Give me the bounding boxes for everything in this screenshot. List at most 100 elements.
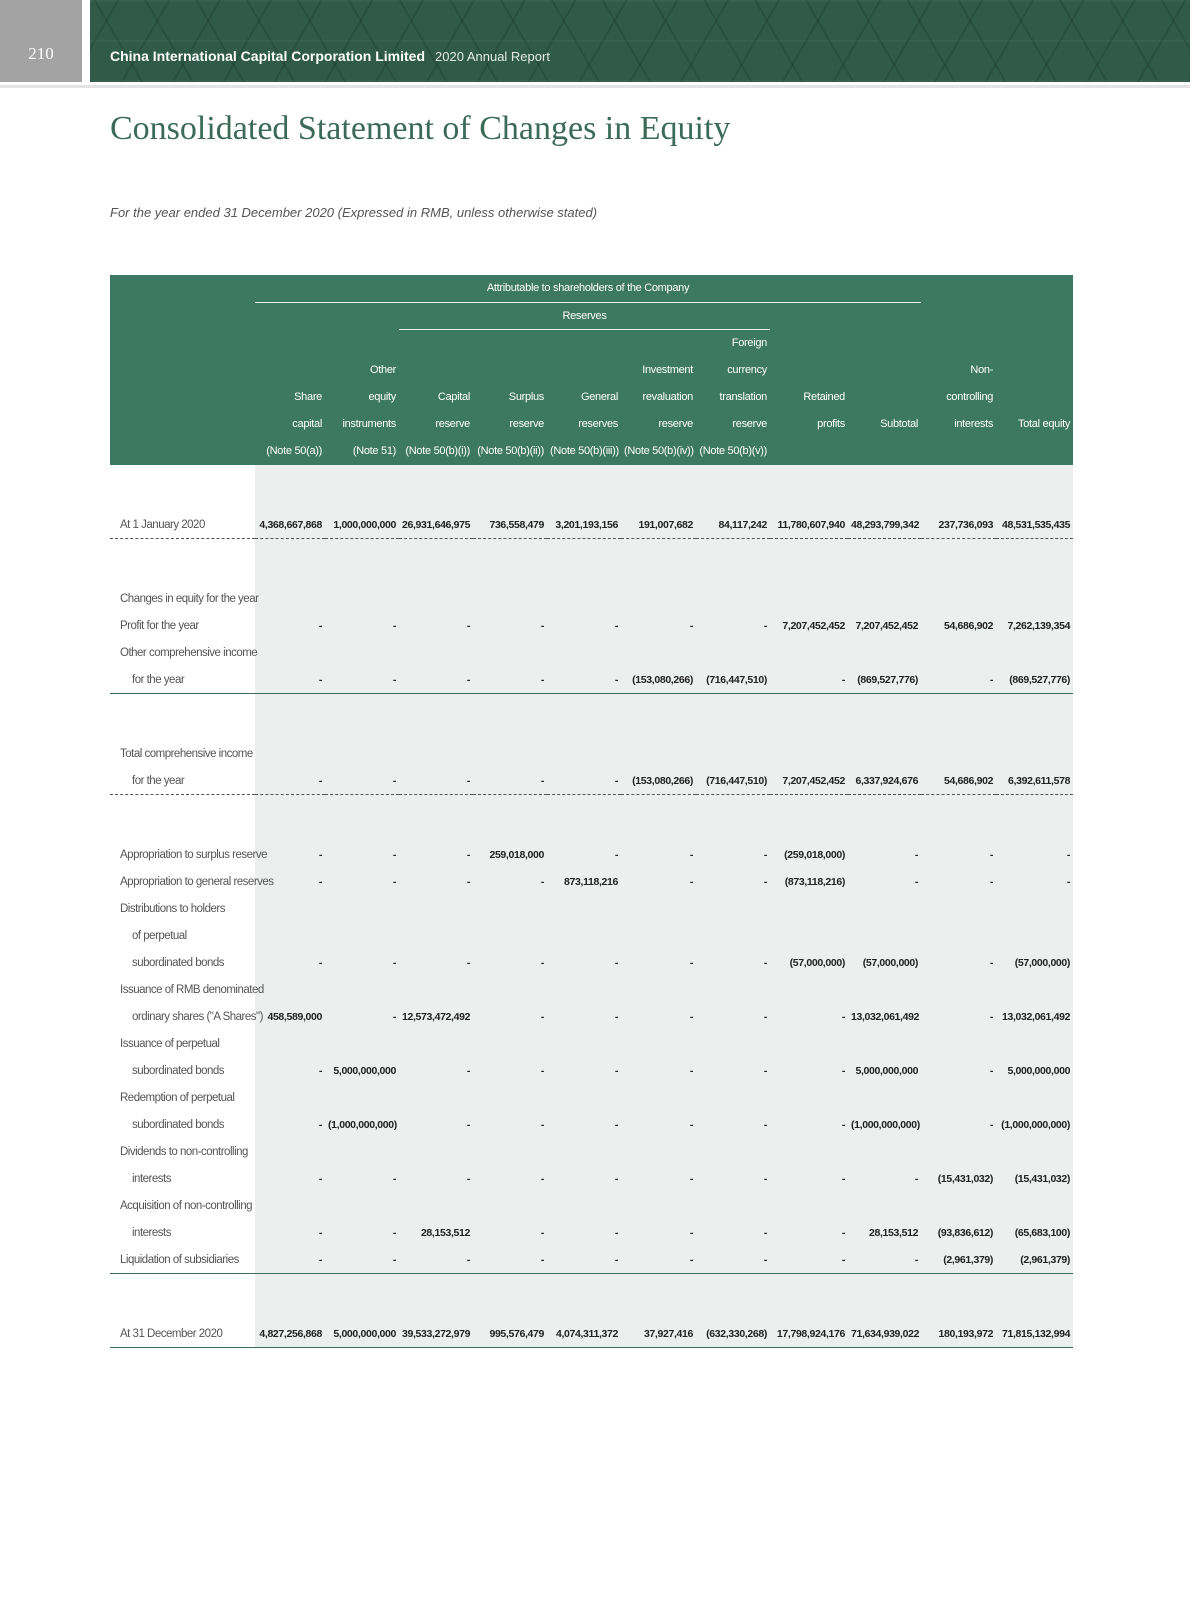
- cell-value: -: [696, 1057, 770, 1085]
- cell-value: -: [255, 1165, 325, 1193]
- cell-value: 237,736,093: [921, 511, 997, 539]
- row-label: Distributions to holders: [110, 895, 255, 923]
- table-row: interests - -28,153,512- - - - -28,153,512 (93,…: [110, 1219, 1074, 1247]
- cell-value: 28,153,512: [399, 1219, 473, 1247]
- column-header-line: Share: [294, 390, 322, 403]
- cell-value: [996, 639, 1074, 667]
- cell-value: -: [696, 1165, 770, 1193]
- table-row: of perpetual: [110, 922, 1074, 950]
- table-row: ordinary shares ("A Shares") 458,589,000-…: [110, 1003, 1074, 1031]
- table-row: Redemption of perpetual: [110, 1084, 1074, 1112]
- cell-value: [848, 895, 922, 923]
- cell-value: [621, 1084, 696, 1112]
- cell-value: [255, 1138, 325, 1166]
- cell-value: [325, 976, 399, 1004]
- cell-value: [848, 585, 922, 613]
- table-row: subordinated bonds -5,000,000,000- - - - - -5,…: [110, 1057, 1074, 1085]
- row-label: Issuance of perpetual: [110, 1030, 255, 1058]
- cell-value: -: [325, 841, 399, 869]
- cell-value: -: [547, 1111, 621, 1139]
- cell-value: [921, 1030, 997, 1058]
- cell-value: [996, 1138, 1074, 1166]
- cell-value: -: [996, 868, 1074, 896]
- cell-value: [621, 895, 696, 923]
- cell-value: [325, 1084, 399, 1112]
- cell-value: -: [696, 612, 770, 640]
- column-header-line: Foreign: [731, 336, 768, 349]
- cell-value: -: [325, 666, 399, 694]
- cell-value: -: [547, 1165, 621, 1193]
- cell-value: [770, 1192, 848, 1220]
- cell-value: -: [325, 949, 399, 977]
- column-note: (Note 51): [352, 445, 396, 457]
- cell-value: [473, 639, 547, 667]
- row-label: Changes in equity for the year: [110, 585, 259, 613]
- report-header-band: China International Capital Corporation …: [90, 0, 1190, 82]
- column-header: Share capital: [255, 329, 325, 438]
- cell-value: -: [770, 1165, 848, 1193]
- column-note: (Note 50(b)(ii)): [477, 445, 544, 457]
- cell-value: -: [473, 666, 547, 694]
- cell-value: [325, 1192, 399, 1220]
- cell-value: 54,686,902: [921, 612, 997, 640]
- cell-value: [255, 922, 325, 950]
- column-header: Subtotal: [848, 329, 921, 438]
- table-row: Distributions to holders: [110, 895, 1074, 923]
- cell-value: -: [547, 841, 621, 869]
- page-subtitle: For the year ended 31 December 2020 (Exp…: [110, 205, 598, 220]
- cell-value: [921, 740, 997, 768]
- page-title: Consolidated Statement of Changes in Equ…: [110, 110, 731, 147]
- cell-value: [399, 639, 473, 667]
- cell-value: [696, 976, 770, 1004]
- cell-value: -: [921, 666, 997, 694]
- table-row: At 1 January 2020 4,368,667,868 1,000,000,…: [110, 511, 1074, 539]
- cell-value: [848, 1192, 922, 1220]
- cell-value: [255, 1192, 325, 1220]
- cell-value: (1,000,000,000): [996, 1111, 1074, 1139]
- column-note: [848, 438, 921, 465]
- row-label: Issuance of RMB denominated: [110, 976, 264, 1004]
- cell-value: -: [325, 612, 399, 640]
- cell-value: -: [255, 767, 325, 795]
- cell-value: 71,815,132,994: [996, 1320, 1074, 1348]
- cell-value: [996, 1192, 1074, 1220]
- cell-value: [921, 1138, 997, 1166]
- row-label: Liquidation of subsidiaries: [110, 1246, 255, 1274]
- cell-value: [399, 1138, 473, 1166]
- cell-value: [255, 1030, 325, 1058]
- cell-value: -: [399, 1111, 473, 1139]
- cell-value: [621, 1138, 696, 1166]
- cell-value: -: [848, 1165, 922, 1193]
- cell-value: [848, 639, 922, 667]
- column-header-line: reserve: [509, 417, 544, 430]
- cell-value: (15,431,032): [996, 1165, 1074, 1193]
- column-header-line: currency: [727, 363, 767, 376]
- cell-value: -: [399, 612, 473, 640]
- cell-value: 191,007,682: [621, 511, 696, 539]
- column-note: (Note 50(b)(iv)): [624, 445, 694, 457]
- cell-value: -: [473, 612, 547, 640]
- cell-value: [399, 740, 473, 768]
- cell-value: -: [473, 1057, 547, 1085]
- cell-value: -: [547, 1219, 621, 1247]
- cell-value: [848, 976, 922, 1004]
- cell-value: (1,000,000,000): [325, 1111, 399, 1139]
- cell-value: -: [473, 1246, 547, 1274]
- cell-value: -: [325, 1246, 399, 1274]
- equity-statement-table: Attributable to shareholders of the Comp…: [110, 275, 1074, 1348]
- column-header-line: Retained: [803, 390, 845, 403]
- column-header-line: Non-: [970, 363, 994, 376]
- cell-value: 873,118,216: [547, 868, 621, 896]
- cell-value: 13,032,061,492: [848, 1003, 922, 1031]
- cell-value: [770, 1138, 848, 1166]
- cell-value: [848, 922, 922, 950]
- cell-value: [770, 922, 848, 950]
- cell-value: -: [255, 868, 325, 896]
- group-header: Attributable to shareholders of the Comp…: [255, 275, 922, 303]
- cell-value: -: [399, 841, 473, 869]
- table-row: Profit for the year - - - - - - -7,207,452,452 7…: [110, 612, 1074, 640]
- table-row: Issuance of perpetual: [110, 1030, 1074, 1058]
- cell-value: [255, 895, 325, 923]
- company-name: China International Capital Corporation …: [110, 48, 426, 64]
- page-number: 210: [0, 0, 82, 82]
